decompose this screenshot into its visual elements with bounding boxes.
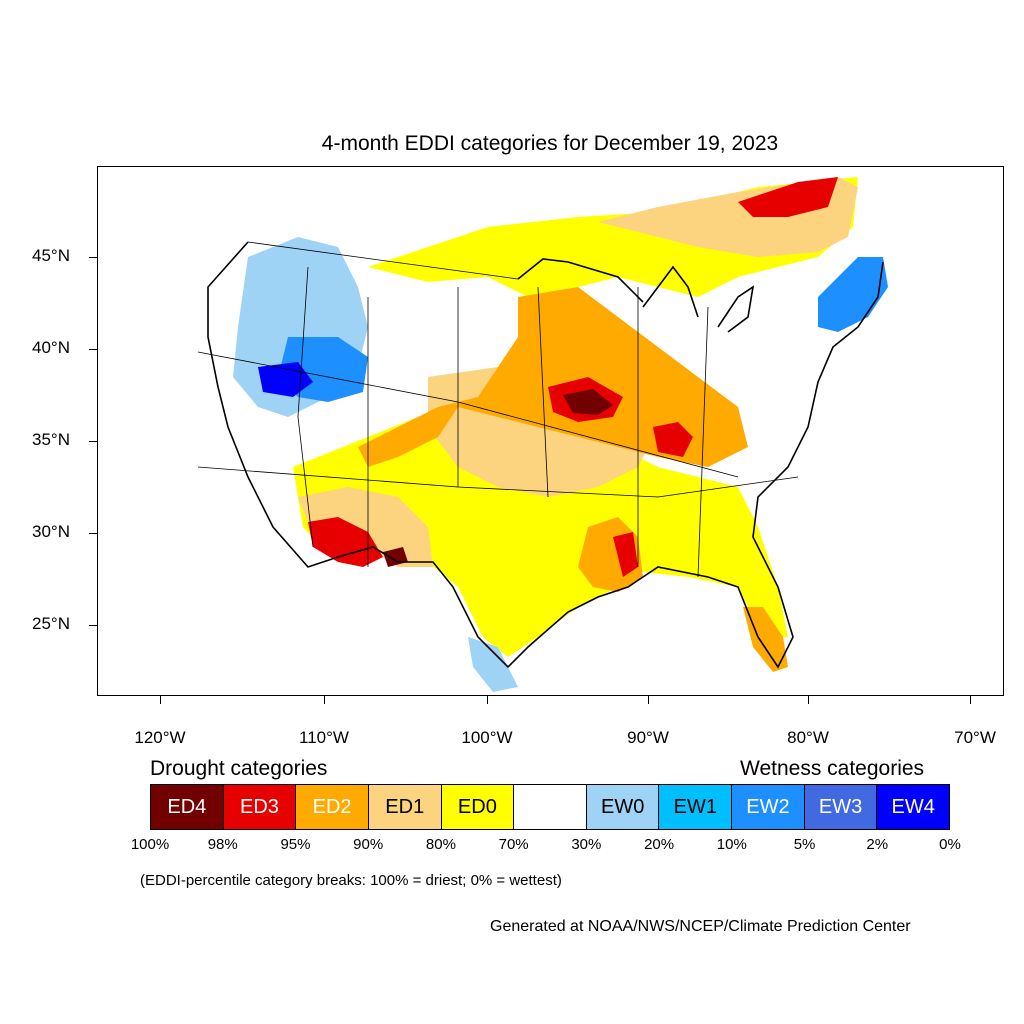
lat-label-30n: 30°N bbox=[32, 522, 70, 541]
credit-text: Generated at NOAA/NWS/NCEP/Climate Predi… bbox=[490, 918, 911, 935]
eddi-map bbox=[97, 166, 1004, 696]
lat-tick bbox=[89, 441, 97, 442]
lon-label-80w: 80°W bbox=[787, 728, 829, 747]
percentile-break: 80% bbox=[425, 836, 456, 853]
ed4-region-iowa bbox=[563, 389, 613, 415]
legend-cell-ew2: EW2 bbox=[732, 785, 805, 829]
ed3-region-illinois bbox=[653, 422, 693, 457]
legend-cell-ew0: EW0 bbox=[586, 785, 660, 829]
ed2-region-florida bbox=[743, 607, 788, 672]
lat-tick bbox=[89, 533, 97, 534]
ew0-region-gulf-texas bbox=[468, 637, 518, 692]
percentile-break: 0% bbox=[939, 836, 961, 853]
ew2-region-new-england bbox=[818, 257, 888, 332]
ew4-region-nevada-utah bbox=[258, 362, 313, 397]
legend-cell-ed3: ED3 bbox=[223, 785, 297, 829]
lat-label-45n: 45°N bbox=[32, 246, 70, 265]
percentile-break: 20% bbox=[644, 836, 675, 853]
ed0-region-plains-south bbox=[293, 387, 788, 657]
lon-label-100w: 100°W bbox=[461, 728, 513, 747]
legend-cell-ew4: EW4 bbox=[877, 785, 950, 829]
lon-tick bbox=[487, 696, 488, 704]
legend-colorbar: ED4 ED3 ED2 ED1 ED0 EW0 EW1 EW2 EW3 EW4 bbox=[150, 784, 950, 830]
lon-tick bbox=[324, 696, 325, 704]
percentile-break: 98% bbox=[207, 836, 238, 853]
wetness-heading: Wetness categories bbox=[740, 757, 925, 780]
lon-tick bbox=[808, 696, 809, 704]
percentile-break: 90% bbox=[353, 836, 384, 853]
legend-cell-ew1: EW1 bbox=[659, 785, 733, 829]
map-title: 4-month EDDI categories for December 19,… bbox=[321, 132, 779, 155]
lat-tick bbox=[89, 349, 97, 350]
category-note: (EDDI-percentile category breaks: 100% =… bbox=[140, 872, 562, 889]
lon-tick bbox=[648, 696, 649, 704]
percentile-break: 2% bbox=[866, 836, 889, 853]
lat-tick bbox=[89, 257, 97, 258]
percentile-break: 30% bbox=[571, 836, 602, 853]
legend-cell-ed1: ED1 bbox=[368, 785, 442, 829]
lon-tick bbox=[970, 696, 971, 704]
legend-cell-ed4: ED4 bbox=[151, 785, 224, 829]
lat-tick bbox=[89, 625, 97, 626]
percentile-break: 100% bbox=[130, 836, 170, 853]
lon-label-110w: 110°W bbox=[299, 728, 349, 747]
lon-label-90w: 90°W bbox=[627, 728, 669, 747]
legend-cell-ed0: ED0 bbox=[441, 785, 515, 829]
state-borders bbox=[197, 241, 799, 578]
legend-cell-neutral bbox=[514, 785, 587, 829]
ed3-region-arizona bbox=[308, 517, 383, 567]
coastlines bbox=[207, 241, 884, 669]
conus-map-svg bbox=[197, 177, 888, 692]
ed2-region-midwest bbox=[358, 287, 748, 467]
ed3-region-michigan-ontario bbox=[738, 177, 838, 217]
lat-label-40n: 40°N bbox=[32, 338, 70, 357]
ed3-region-louisiana bbox=[613, 532, 638, 577]
percentile-break: 5% bbox=[793, 836, 816, 853]
percentile-break: 70% bbox=[498, 836, 529, 853]
legend-cell-ed2: ED2 bbox=[296, 785, 369, 829]
lon-label-120w: 120°W bbox=[134, 728, 186, 747]
percentile-break: 95% bbox=[280, 836, 311, 853]
legend-cell-ew3: EW3 bbox=[804, 785, 878, 829]
drought-heading: Drought categories bbox=[150, 757, 328, 780]
percentile-break: 10% bbox=[716, 836, 747, 853]
lon-tick bbox=[160, 696, 161, 704]
lon-label-70w: 70°W bbox=[954, 728, 996, 747]
lat-label-25n: 25°N bbox=[32, 614, 70, 633]
lat-label-35n: 35°N bbox=[32, 430, 70, 449]
